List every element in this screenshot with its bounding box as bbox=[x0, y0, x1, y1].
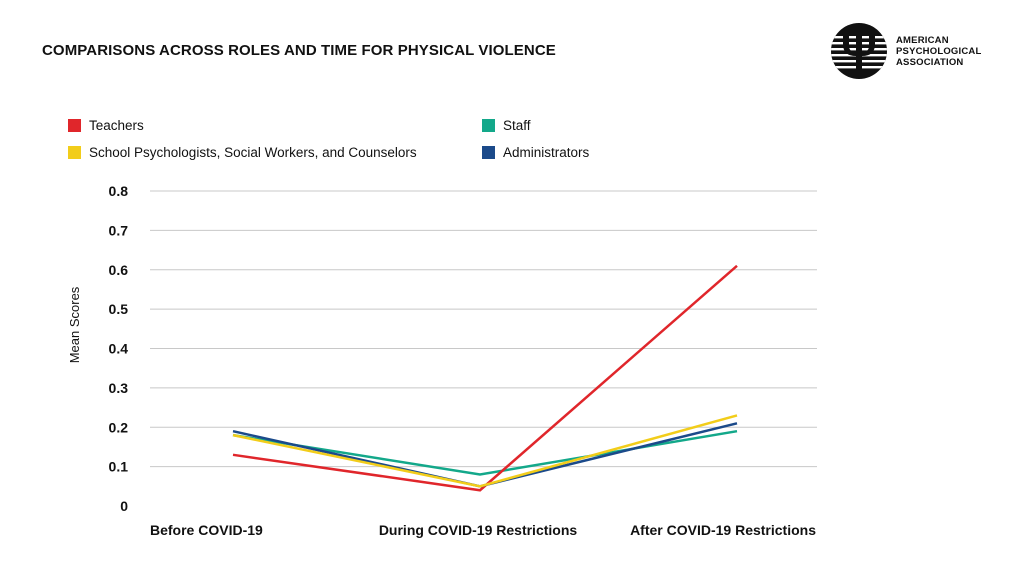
y-tick-label-7: 0.7 bbox=[109, 222, 129, 238]
series-lines bbox=[232, 264, 738, 492]
logo-line-1: AMERICAN bbox=[896, 34, 949, 46]
legend-label-administrators: Administrators bbox=[503, 145, 590, 160]
legend-swatch-administrators bbox=[482, 146, 495, 159]
series-line-staff bbox=[232, 429, 738, 476]
series-line-administrators bbox=[232, 422, 738, 488]
legend-swatch-school-psychologists bbox=[68, 146, 81, 159]
logo-line-2: PSYCHOLOGICAL bbox=[896, 45, 982, 57]
y-tick-label-5: 0.5 bbox=[109, 301, 129, 317]
legend-item-teachers: Teachers bbox=[68, 118, 144, 133]
x-category-label-2: After COVID-19 Restrictions bbox=[630, 522, 816, 538]
series-line-teachers bbox=[232, 264, 738, 492]
legend-item-staff: Staff bbox=[482, 118, 531, 133]
x-category-label-0: Before COVID-19 bbox=[150, 522, 263, 538]
legend-item-school-psychologists: School Psychologists, Social Workers, an… bbox=[68, 145, 417, 160]
legend-swatch-staff bbox=[482, 119, 495, 132]
y-axis-ticks: 0 0.1 0.2 0.3 0.4 0.5 0.6 0.7 0.8 bbox=[109, 183, 129, 514]
y-tick-label-6: 0.6 bbox=[109, 262, 129, 278]
y-axis-label: Mean Scores bbox=[67, 286, 82, 363]
apa-logo: AMERICAN PSYCHOLOGICAL ASSOCIATION bbox=[830, 22, 981, 80]
y-tick-label-8: 0.8 bbox=[109, 183, 129, 199]
y-tick-label-1: 0.1 bbox=[109, 459, 129, 475]
x-axis-categories: Before COVID-19 During COVID-19 Restricti… bbox=[150, 522, 816, 538]
x-category-label-1: During COVID-19 Restrictions bbox=[379, 522, 578, 538]
legend-item-administrators: Administrators bbox=[482, 145, 589, 160]
legend-label-school-psychologists: School Psychologists, Social Workers, an… bbox=[89, 145, 417, 160]
legend-label-staff: Staff bbox=[503, 118, 531, 133]
grid-lines bbox=[150, 190, 817, 468]
y-tick-label-0: 0 bbox=[120, 498, 128, 514]
apa-emblem-icon bbox=[831, 23, 887, 79]
logo-line-3: ASSOCIATION bbox=[896, 56, 964, 68]
y-tick-label-3: 0.3 bbox=[109, 380, 129, 396]
series-line-school-psychologists-social-workers-and-counselors bbox=[232, 414, 738, 488]
y-tick-label-4: 0.4 bbox=[109, 341, 129, 357]
chart-title: COMPARISONS ACROSS ROLES AND TIME FOR PH… bbox=[42, 42, 556, 59]
legend-label-teachers: Teachers bbox=[89, 118, 144, 133]
legend-swatch-teachers bbox=[68, 119, 81, 132]
y-tick-label-2: 0.2 bbox=[109, 419, 129, 435]
